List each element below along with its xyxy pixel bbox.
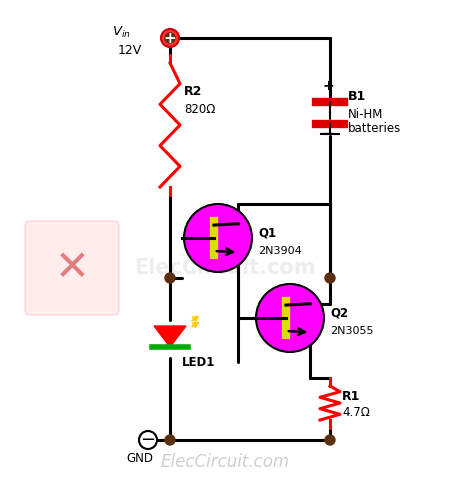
Text: R1: R1 [342,390,360,403]
Text: −: − [140,431,156,449]
Text: batteries: batteries [348,122,401,135]
Text: +: + [164,31,176,46]
Text: R2: R2 [184,85,202,98]
Text: Q2: Q2 [330,307,348,319]
Circle shape [165,273,175,283]
Text: Q1: Q1 [258,227,276,240]
Text: 4.7Ω: 4.7Ω [342,406,370,419]
Circle shape [325,273,335,283]
Circle shape [161,29,179,47]
Text: +: + [322,79,334,93]
Text: GND: GND [126,452,153,465]
Text: 820Ω: 820Ω [184,103,216,116]
Text: 2N3904: 2N3904 [258,246,302,256]
Text: 2N3055: 2N3055 [330,326,373,336]
Text: ✕: ✕ [54,247,90,289]
Text: Ni-HM: Ni-HM [348,107,383,121]
Circle shape [139,431,157,449]
Text: ElecCircuit.com: ElecCircuit.com [161,453,289,471]
Polygon shape [154,326,186,347]
Text: 12V: 12V [118,44,142,57]
FancyBboxPatch shape [25,221,119,315]
Circle shape [325,435,335,445]
Circle shape [165,33,175,43]
Text: ElecCircuit.com: ElecCircuit.com [134,258,316,278]
Circle shape [256,284,324,352]
Text: −: − [322,126,334,141]
Circle shape [184,204,252,272]
Circle shape [165,435,175,445]
Text: LED1: LED1 [182,355,216,368]
Text: $V_{in}$: $V_{in}$ [112,24,131,40]
Text: B1: B1 [348,90,366,103]
